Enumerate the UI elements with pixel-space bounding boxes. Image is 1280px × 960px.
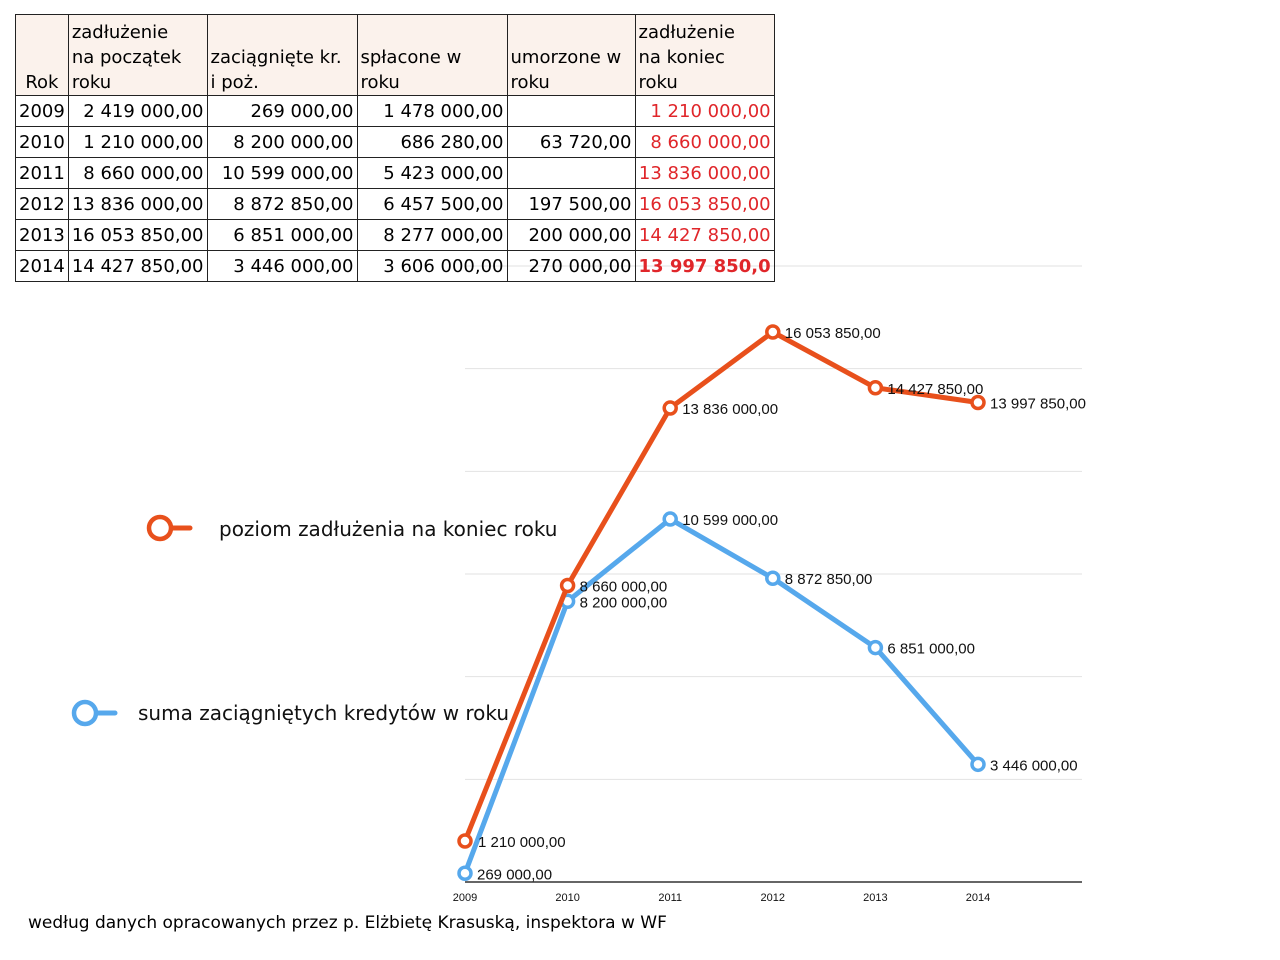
cell-debt-start: 13 836 000,00 [67,188,208,220]
data-point-marker [867,639,884,656]
table-header-row: Rok zadłużenie na początek roku zaciągni… [15,14,775,96]
cell-debt-start: 8 660 000,00 [67,157,208,189]
chart-legend: poziom zadłużenia na koniec roku suma zac… [71,514,557,727]
header-debt-start: zadłużenie na początek roku [67,14,208,96]
data-point-marker [662,511,678,527]
cell-forgiven: 197 500,00 [506,188,636,220]
data-label: 10 599 000,00 [682,512,778,529]
data-label: 269 000,00 [477,866,552,883]
series-line [462,329,981,844]
header-debt-end: zadłużenie na koniec roku [634,14,775,96]
cell-year: 2009 [15,95,69,127]
cell-loans-taken: 10 599 000,00 [206,157,358,189]
header-forgiven: umorzone w roku [506,14,636,96]
header-loans-taken: zaciągnięte kr. i poż. [206,14,358,96]
data-point-marker [970,394,986,411]
cell-debt-start: 14 427 850,00 [67,250,208,282]
cell-debt-start: 16 053 850,00 [67,219,208,251]
table-row: 2012 13 836 000,00 8 872 850,00 6 457 50… [15,188,775,220]
cell-forgiven [506,95,636,127]
data-point-marker [765,324,781,340]
cell-forgiven: 200 000,00 [506,219,636,251]
table-row: 2011 8 660 000,00 10 599 000,00 5 423 00… [15,157,775,189]
cell-repaid: 3 606 000,00 [356,250,508,282]
cell-debt-end: 8 660 000,00 [634,126,775,158]
cell-debt-start: 2 419 000,00 [67,95,208,127]
data-label: 8 872 850,00 [785,571,873,588]
source-note: według danych opracowanych przez p. Elżb… [28,913,667,933]
cell-year: 2014 [15,250,69,282]
data-label: 13 836 000,00 [682,401,778,418]
cell-year: 2012 [15,188,69,220]
data-point-marker [662,400,678,416]
cell-debt-end: 13 997 850,0 [634,250,775,282]
legend-label: poziom zadłużenia na koniec roku [219,517,557,541]
cell-loans-taken: 269 000,00 [206,95,358,127]
series-line [462,516,981,876]
cell-repaid: 5 423 000,00 [356,157,508,189]
table-row: 2009 2 419 000,00 269 000,00 1 478 000,0… [15,95,775,127]
cell-loans-taken: 6 851 000,00 [206,219,358,251]
header-repaid: spłacone w roku [356,14,508,96]
data-label: 16 053 850,00 [785,325,881,342]
data-point-marker [559,577,576,594]
x-tick-label: 2010 [555,892,579,904]
cell-repaid: 6 457 500,00 [356,188,508,220]
data-point-marker [970,756,986,773]
cell-forgiven: 270 000,00 [506,250,636,282]
cell-forgiven: 63 720,00 [506,126,636,158]
data-point-marker [457,833,473,849]
data-point-marker [457,865,473,882]
data-label: 8 200 000,00 [580,594,668,611]
chart-data-labels: 1 210 000,00 8 660 000,00 13 836 000,00 16 … [477,325,1086,883]
chart-axes: 2009 2010 2011 2012 2013 2014 [453,881,1082,904]
x-tick-label: 2011 [658,892,682,904]
cell-forgiven [506,157,636,189]
data-point-marker [867,380,884,396]
cell-repaid: 686 280,00 [356,126,508,158]
cell-debt-end: 1 210 000,00 [634,95,775,127]
data-label: 14 427 850,00 [887,381,983,398]
data-label: 8 660 000,00 [580,579,668,596]
cell-debt-end: 14 427 850,00 [634,219,775,251]
cell-debt-end: 13 836 000,00 [634,157,775,189]
x-tick-label: 2012 [761,892,785,904]
legend-marker-icon [146,514,174,542]
data-point-marker [765,570,781,586]
header-year: Rok [15,14,69,96]
cell-debt-start: 1 210 000,00 [67,126,208,158]
legend-label: suma zaciągniętych kredytów w roku [138,701,509,725]
cell-year: 2010 [15,126,69,158]
x-tick-label: 2013 [863,892,887,904]
cell-year: 2013 [15,219,69,251]
cell-repaid: 1 478 000,00 [356,95,508,127]
chart-series [457,324,986,882]
cell-loans-taken: 8 200 000,00 [206,126,358,158]
cell-repaid: 8 277 000,00 [356,219,508,251]
data-label: 6 851 000,00 [887,641,975,658]
cell-loans-taken: 3 446 000,00 [206,250,358,282]
data-label: 3 446 000,00 [990,757,1078,774]
table-row: 2014 14 427 850,00 3 446 000,00 3 606 00… [15,250,775,282]
cell-loans-taken: 8 872 850,00 [206,188,358,220]
x-tick-label: 2014 [966,892,990,904]
data-label: 1 210 000,00 [478,834,566,851]
table-row: 2010 1 210 000,00 8 200 000,00 686 280,0… [15,126,775,158]
data-label: 13 997 850,00 [990,396,1086,413]
table-row: 2013 16 053 850,00 6 851 000,00 8 277 00… [15,219,775,251]
x-tick-label: 2009 [453,892,477,904]
cell-debt-end: 16 053 850,00 [634,188,775,220]
debt-table: Rok zadłużenie na początek roku zaciągni… [15,14,775,282]
legend-marker-icon [71,699,99,727]
cell-year: 2011 [15,157,69,189]
